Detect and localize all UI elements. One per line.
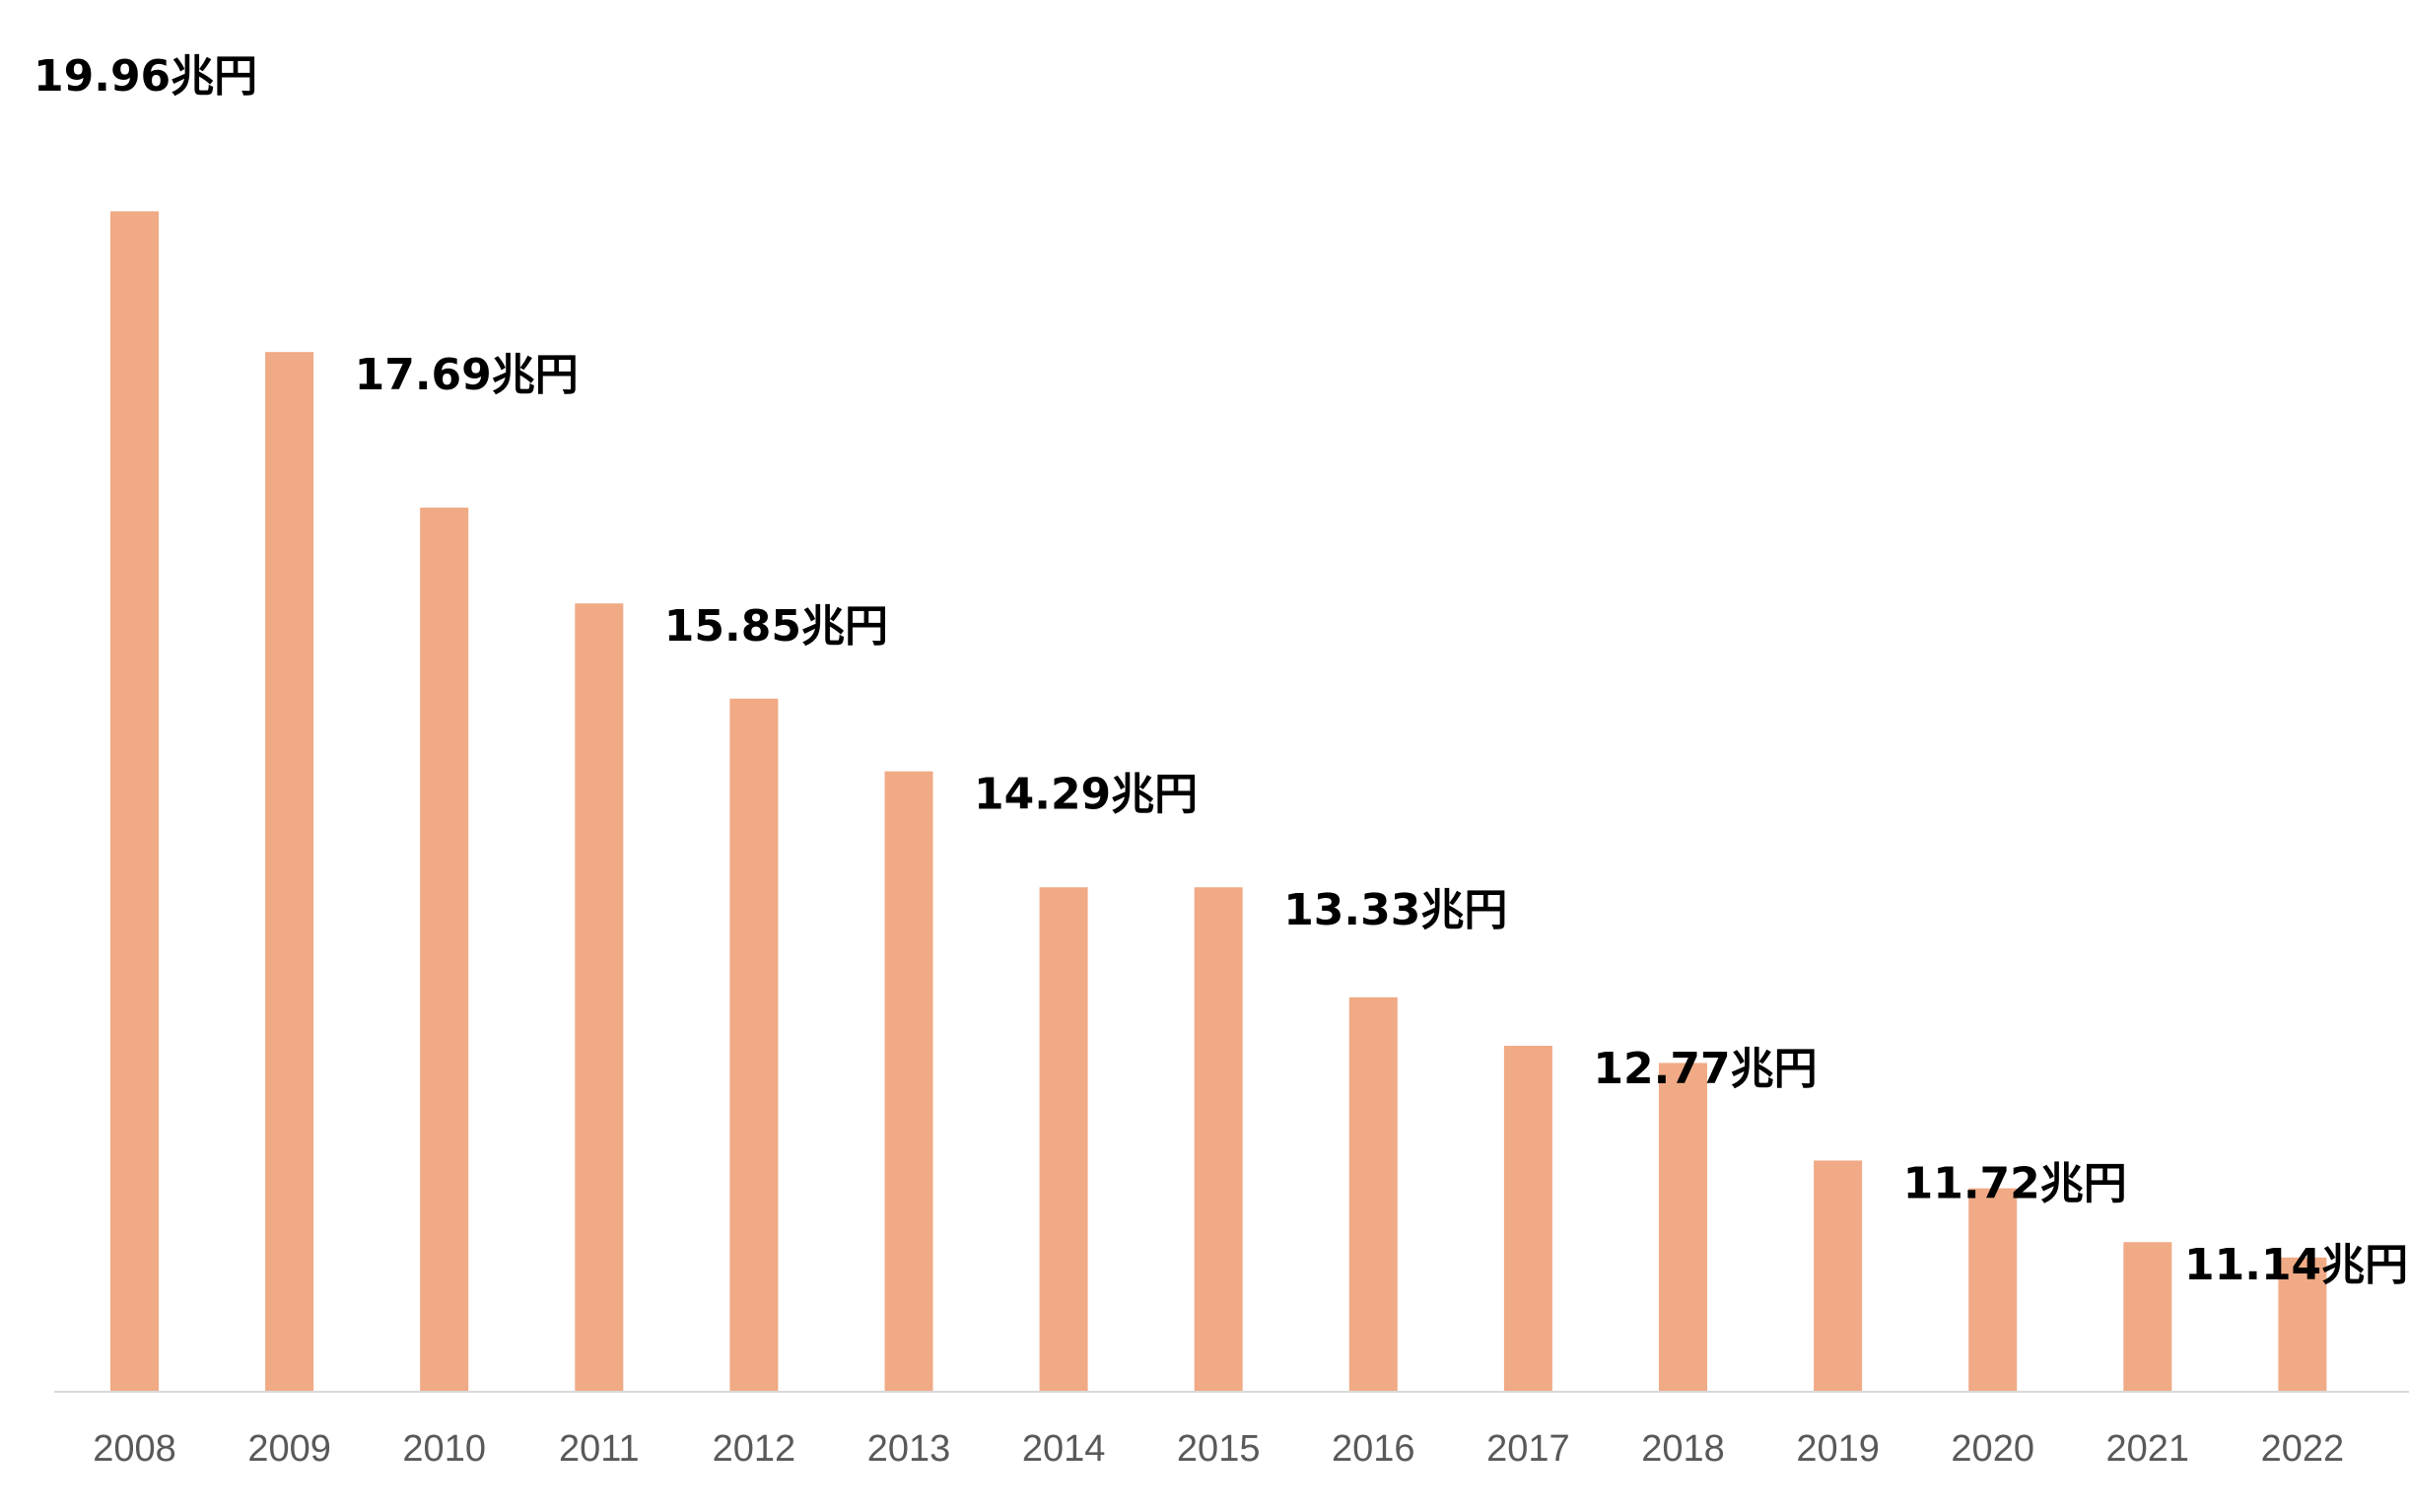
bar-2008 xyxy=(110,211,159,1392)
x-tick-2013: 2013 xyxy=(867,1428,951,1470)
data-labels: 19.96兆円 17.69兆円 15.85兆円 14.29兆円 13.33兆円 12.77… xyxy=(34,51,2408,1290)
bar-2012 xyxy=(729,698,779,1392)
x-tick-labels: 2008 2009 2010 2011 2012 2013 2014 2015 2016 2017… xyxy=(93,1428,2344,1470)
bars-group xyxy=(110,211,2327,1393)
data-label-2017: 12.77兆円 xyxy=(1593,1044,1817,1094)
x-tick-2016: 2016 xyxy=(1332,1428,1415,1470)
x-tick-2012: 2012 xyxy=(713,1428,796,1470)
bar-2018 xyxy=(1659,1063,1707,1392)
x-tick-2021: 2021 xyxy=(2106,1428,2190,1470)
data-label-2011: 15.85兆円 xyxy=(664,601,888,652)
bar-2015 xyxy=(1194,887,1243,1392)
data-label-2021: 11.14兆円 xyxy=(2184,1240,2408,1290)
data-label-2008: 19.96兆円 xyxy=(34,51,257,102)
bar-2020 xyxy=(1968,1188,2018,1392)
x-tick-2010: 2010 xyxy=(402,1428,486,1470)
bar-2016 xyxy=(1348,997,1398,1392)
x-tick-2017: 2017 xyxy=(1486,1428,1570,1470)
bar-2010 xyxy=(420,508,469,1392)
bar-2011 xyxy=(575,603,624,1392)
x-tick-2008: 2008 xyxy=(93,1428,176,1470)
bar-2022 xyxy=(2278,1257,2327,1392)
x-tick-2009: 2009 xyxy=(247,1428,331,1470)
bar-2017 xyxy=(1503,1046,1552,1392)
bar-2014 xyxy=(1039,887,1088,1392)
bar-2021 xyxy=(2123,1242,2172,1392)
x-tick-2020: 2020 xyxy=(1951,1428,2034,1470)
x-tick-2018: 2018 xyxy=(1641,1428,1725,1470)
data-label-2015: 13.33兆円 xyxy=(1283,885,1507,935)
x-tick-2022: 2022 xyxy=(2261,1428,2345,1470)
bar-2009 xyxy=(265,352,314,1393)
x-tick-2014: 2014 xyxy=(1022,1428,1106,1470)
x-tick-2019: 2019 xyxy=(1796,1428,1880,1470)
bar-2013 xyxy=(884,771,933,1392)
bar-2019 xyxy=(1814,1160,1863,1392)
x-tick-2011: 2011 xyxy=(559,1428,640,1470)
x-tick-2015: 2015 xyxy=(1177,1428,1261,1470)
data-label-2009: 17.69兆円 xyxy=(355,350,579,400)
data-label-2019: 11.72兆円 xyxy=(1903,1158,2127,1208)
data-label-2013: 14.29兆円 xyxy=(974,770,1198,820)
